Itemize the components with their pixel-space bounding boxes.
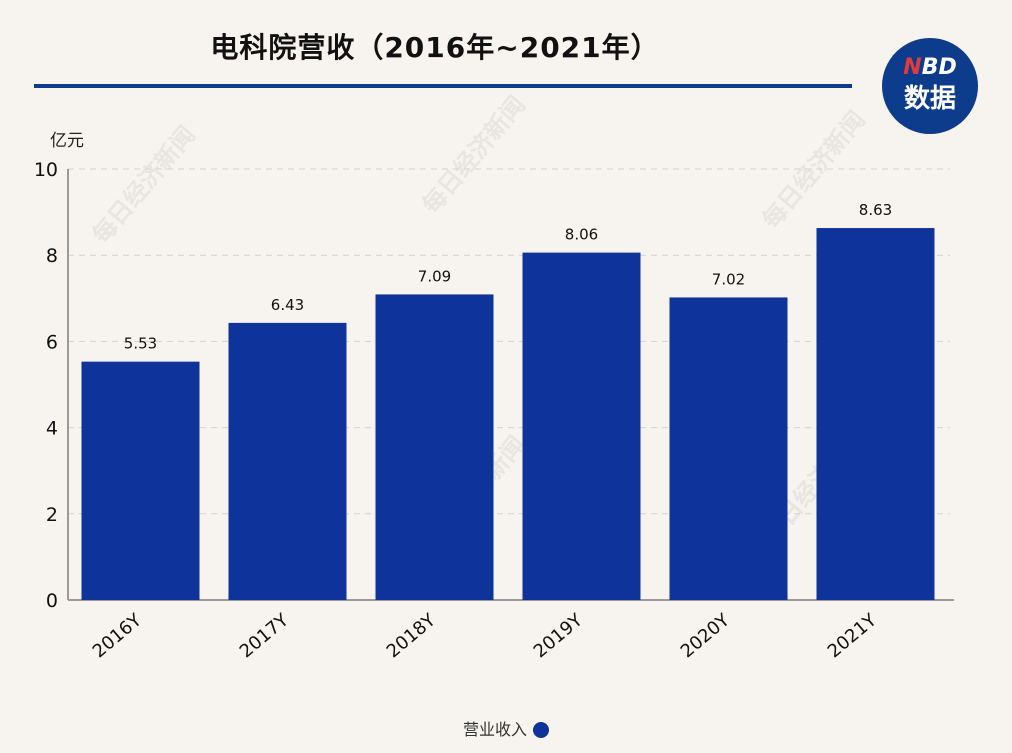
watermark-text: 每日经济新闻 [756, 105, 871, 234]
bar [375, 294, 494, 600]
watermark-text: 每日经济新闻 [416, 90, 531, 219]
nbd-data-logo: NBD 数据 [882, 38, 978, 134]
logo-letter-n: N [903, 55, 922, 80]
y-axis-unit-label: 亿元 [50, 131, 84, 151]
title-underline [34, 84, 852, 88]
x-tick-label: 2017Y [236, 609, 294, 662]
y-tick-label: 2 [46, 504, 58, 526]
x-tick-label: 2018Y [383, 609, 441, 662]
x-tick-label: 2020Y [677, 609, 735, 662]
logo-data-text: 数据 [903, 84, 956, 114]
y-tick-label: 4 [46, 418, 58, 440]
x-tick-label: 2019Y [530, 609, 588, 662]
x-tick-label: 2021Y [824, 609, 882, 662]
bar-value-label: 6.43 [271, 296, 304, 314]
y-tick-label: 0 [46, 590, 58, 612]
y-tick-label: 10 [34, 159, 58, 181]
chart-title: 电科院营收（2016年~2021年） [210, 31, 660, 64]
bar [522, 252, 641, 600]
bar [228, 322, 347, 600]
bar-value-label: 5.53 [124, 335, 157, 353]
y-tick-label: 8 [46, 245, 58, 267]
y-tick-label: 6 [46, 331, 58, 353]
bar-value-label: 8.63 [859, 201, 892, 219]
watermark-text: 每日经济新闻 [86, 120, 201, 249]
logo-letters-bd: BD [921, 55, 957, 80]
legend-swatch [533, 722, 549, 738]
bar [669, 297, 788, 600]
x-tick-label: 2016Y [89, 609, 147, 662]
bar [81, 361, 200, 600]
legend-label: 营业收入 [462, 720, 527, 739]
bar-value-label: 7.09 [418, 267, 451, 285]
legend: 营业收入 [0, 716, 1012, 740]
bar-value-label: 7.02 [712, 270, 745, 288]
bar-value-label: 8.06 [565, 226, 598, 244]
bar [816, 228, 935, 600]
